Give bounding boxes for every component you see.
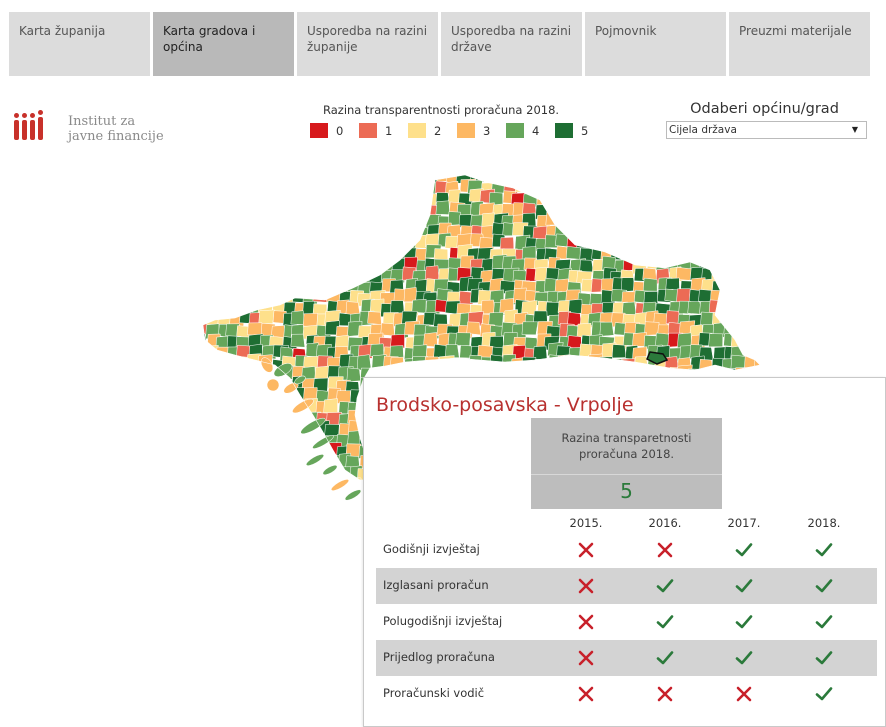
legend-label: 4: [532, 123, 540, 138]
score-label: Razina transparetnosti proračuna 2018.: [561, 431, 692, 461]
legend-item[interactable]: 5: [555, 123, 604, 138]
check-icon: [815, 651, 833, 665]
cross-icon: [657, 686, 673, 702]
legend-label: 5: [581, 123, 589, 138]
legend-label: 1: [385, 123, 393, 138]
institute-logo-icon: [14, 110, 44, 142]
logo-text: Institut za javne financije: [68, 114, 164, 144]
legend-item[interactable]: 2: [408, 123, 457, 138]
score-divider: [531, 474, 722, 475]
legend-item[interactable]: 3: [457, 123, 506, 138]
cross-icon: [578, 686, 594, 702]
cross-icon: [578, 614, 594, 630]
score-box: Razina transparetnosti proračuna 2018. 5: [531, 418, 722, 509]
tab-usporedba-drzave[interactable]: Usporedba na razini države: [441, 12, 582, 76]
check-icon: [735, 651, 753, 665]
check-icon: [815, 579, 833, 593]
check-icon: [735, 579, 753, 593]
check-icon: [815, 687, 833, 701]
check-icon: [815, 543, 833, 557]
check-icon: [735, 615, 753, 629]
table-row: Polugodišnji izvještaj: [376, 604, 877, 640]
legend: Razina transparentnosti proračuna 2018. …: [310, 103, 604, 138]
legend-item[interactable]: 1: [359, 123, 408, 138]
cross-icon: [578, 542, 594, 558]
tooltip-title: Brodsko-posavska - Vrpolje: [376, 394, 634, 416]
legend-swatch: [408, 123, 426, 138]
municipality-tooltip: Brodsko-posavska - Vrpolje Razina transp…: [363, 377, 886, 727]
check-icon: [815, 615, 833, 629]
check-icon: [656, 651, 674, 665]
logo-line-2: javne financije: [68, 129, 164, 144]
legend-swatch: [359, 123, 377, 138]
legend-label: 2: [434, 123, 442, 138]
tab-karta-gradova[interactable]: Karta gradova i općina: [153, 12, 294, 76]
legend-label: 0: [336, 123, 344, 138]
table-row: Godišnji izvještaj: [376, 532, 877, 568]
row-label: Proračunski vodič: [383, 686, 485, 700]
year-header: 2017.: [727, 516, 761, 530]
year-header: 2015.: [569, 516, 603, 530]
table-row: Proračunski vodič: [376, 676, 877, 712]
legend-item[interactable]: 0: [310, 123, 359, 138]
selector-title: Odaberi općinu/grad: [690, 101, 839, 117]
row-label: Polugodišnji izvještaj: [383, 614, 503, 628]
tab-karta-zupanija[interactable]: Karta županija: [9, 12, 150, 76]
legend-swatch: [506, 123, 524, 138]
check-icon: [656, 615, 674, 629]
legend-label: 3: [483, 123, 491, 138]
chevron-down-icon: ▼: [851, 125, 858, 134]
logo-line-1: Institut za: [68, 114, 136, 129]
legend-swatch: [555, 123, 573, 138]
selected-municipality-highlight: [646, 351, 669, 365]
table-row: Izglasani proračun: [376, 568, 877, 604]
dropdown-value: Cijela država: [669, 124, 737, 136]
year-header: 2016.: [648, 516, 682, 530]
municipality-selector: Odaberi općinu/grad Cijela država ▼: [666, 101, 867, 139]
score-value: 5: [620, 479, 633, 503]
row-label: Godišnji izvještaj: [383, 542, 480, 556]
legend-items: 0 1 2 3 4 5: [310, 123, 604, 138]
cross-icon: [736, 686, 752, 702]
row-label: Izglasani proračun: [383, 578, 489, 592]
check-icon: [735, 543, 753, 557]
logo: Institut za javne financije: [14, 110, 164, 144]
legend-title: Razina transparentnosti proračuna 2018.: [323, 103, 560, 117]
cross-icon: [657, 542, 673, 558]
legend-swatch: [457, 123, 475, 138]
legend-swatch: [310, 123, 328, 138]
tab-preuzmi[interactable]: Preuzmi materijale: [729, 12, 870, 76]
tab-bar: Karta županija Karta gradova i općina Us…: [9, 12, 870, 76]
year-header: 2018.: [807, 516, 841, 530]
legend-item[interactable]: 4: [506, 123, 555, 138]
row-label: Prijedlog proračuna: [383, 650, 495, 664]
tab-pojmovnik[interactable]: Pojmovnik: [585, 12, 726, 76]
cross-icon: [578, 578, 594, 594]
check-icon: [656, 579, 674, 593]
table-row: Prijedlog proračuna: [376, 640, 877, 676]
municipality-dropdown[interactable]: Cijela država ▼: [666, 121, 867, 139]
tab-usporedba-zupanije[interactable]: Usporedba na razini županije: [297, 12, 438, 76]
cross-icon: [578, 650, 594, 666]
